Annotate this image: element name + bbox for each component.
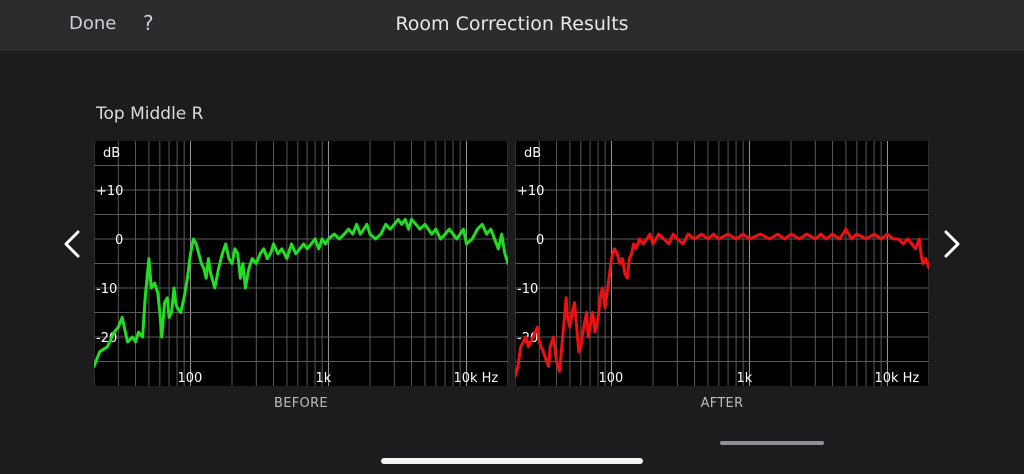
before-caption: BEFORE — [274, 396, 328, 411]
chevron-left-icon — [64, 230, 80, 258]
after-response-line — [515, 227, 929, 378]
top-bar: Done ? Room Correction Results — [0, 0, 1024, 51]
y-tick-label: -10 — [517, 282, 538, 297]
x-tick-label: 10k Hz — [453, 371, 498, 386]
x-tick-label: 1k — [736, 371, 752, 386]
x-tick-label: 10k Hz — [874, 371, 919, 386]
x-tick-label: 1k — [315, 371, 331, 386]
next-button[interactable] — [934, 226, 970, 262]
y-tick-label: 0 — [536, 233, 544, 248]
page-indicator — [720, 441, 824, 445]
x-tick-label: 100 — [598, 371, 623, 386]
after-caption: AFTER — [700, 396, 744, 411]
home-indicator — [381, 458, 643, 464]
chevron-right-icon — [944, 230, 960, 258]
after-chart: dB +10 0 -10 -20 100 1k 10k Hz — [515, 141, 929, 386]
before-chart: dB +10 0 -10 -20 100 1k 10k Hz — [94, 141, 508, 386]
y-tick-label: +10 — [96, 184, 123, 199]
done-button[interactable]: Done — [69, 13, 117, 34]
previous-button[interactable] — [54, 226, 90, 262]
y-axis-label: dB — [524, 146, 541, 161]
y-tick-label: -10 — [96, 282, 117, 297]
y-tick-label: +10 — [517, 184, 544, 199]
y-axis-label: dB — [103, 146, 120, 161]
y-tick-label: 0 — [115, 233, 123, 248]
speaker-name: Top Middle R — [96, 104, 204, 124]
help-button[interactable]: ? — [143, 11, 154, 35]
page-title: Room Correction Results — [395, 13, 629, 35]
x-tick-label: 100 — [177, 371, 202, 386]
before-response-line — [94, 217, 508, 368]
